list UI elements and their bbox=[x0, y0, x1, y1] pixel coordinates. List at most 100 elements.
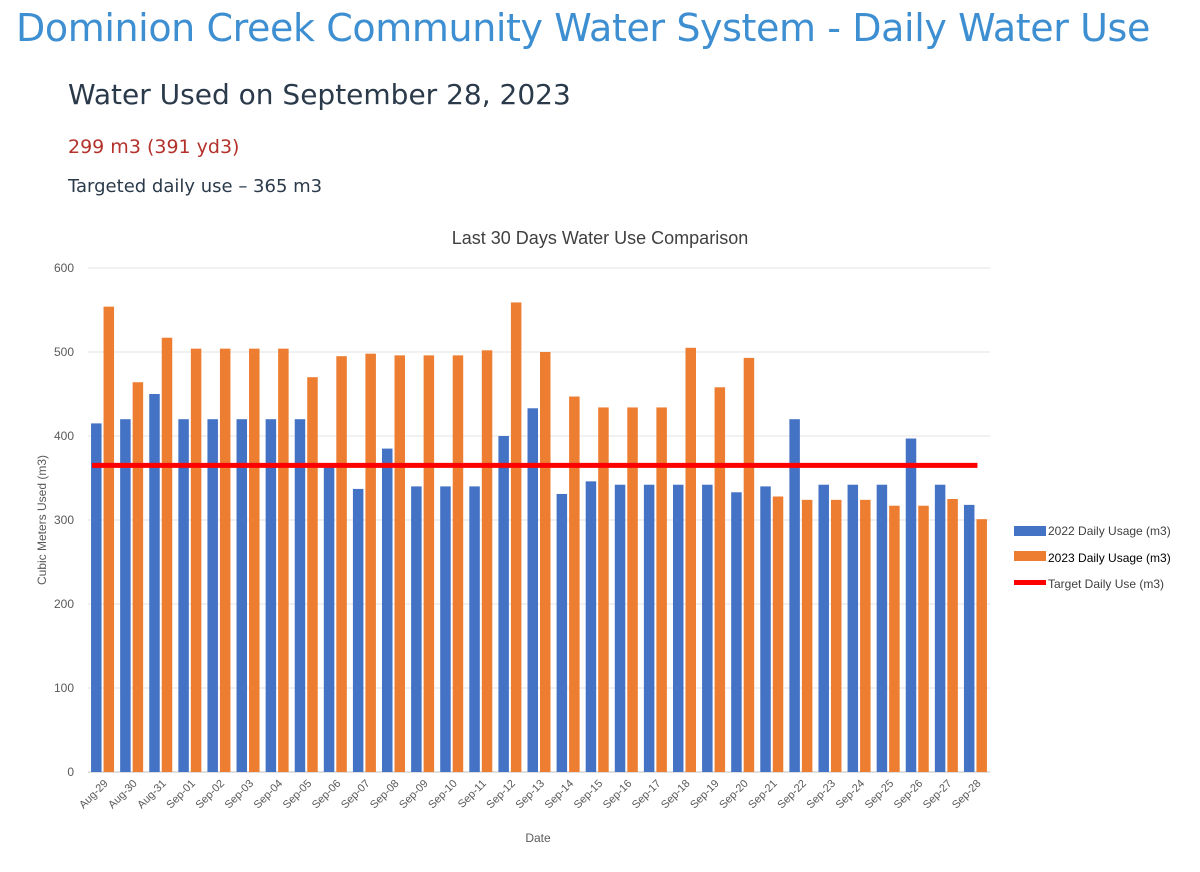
legend-label-2023: 2023 Daily Usage (m3) bbox=[1048, 551, 1171, 565]
x-tick-label: Sep-11 bbox=[456, 778, 489, 811]
bar-2023-Sep-13 bbox=[540, 352, 551, 772]
x-tick-label: Sep-26 bbox=[892, 778, 926, 812]
x-tick-label: Aug-30 bbox=[106, 778, 140, 812]
bar-2023-Sep-23 bbox=[830, 499, 842, 772]
bar-2022-Sep-19 bbox=[702, 484, 713, 772]
bar-2023-Sep-18 bbox=[685, 347, 696, 772]
bar-2023-Sep-14 bbox=[569, 396, 580, 772]
bar-2023-Sep-07 bbox=[365, 353, 376, 772]
x-tick-label: Sep-20 bbox=[717, 778, 751, 812]
bar-2023-Sep-17 bbox=[656, 407, 667, 772]
bar-2023-Sep-27 bbox=[947, 499, 958, 772]
x-tick-label: Aug-29 bbox=[77, 778, 111, 812]
bar-2022-Sep-14 bbox=[556, 493, 568, 772]
bar-2022-Aug-31 bbox=[149, 394, 160, 772]
bar-2022-Sep-09 bbox=[411, 486, 422, 772]
x-tick-label: Sep-21 bbox=[746, 778, 780, 812]
y-tick-label: 400 bbox=[54, 429, 74, 443]
bar-2023-Sep-06 bbox=[336, 356, 347, 772]
chart-legend: 2022 Daily Usage (m3) 2023 Daily Usage (… bbox=[1014, 524, 1171, 591]
x-tick-label: Sep-15 bbox=[572, 778, 606, 812]
y-tick-label: 600 bbox=[54, 261, 74, 275]
bar-2022-Sep-24 bbox=[847, 484, 859, 772]
y-tick-label: 0 bbox=[67, 765, 74, 779]
x-tick-label: Sep-28 bbox=[950, 778, 984, 812]
x-tick-label: Sep-22 bbox=[775, 778, 809, 812]
x-tick-label: Sep-19 bbox=[688, 778, 722, 812]
x-tick-label: Sep-03 bbox=[223, 778, 257, 812]
bar-2023-Sep-04 bbox=[278, 348, 289, 772]
bar-2022-Sep-16 bbox=[614, 484, 626, 772]
bar-2023-Sep-28 bbox=[976, 519, 987, 772]
bar-2022-Sep-23 bbox=[818, 484, 829, 772]
y-tick-label: 300 bbox=[54, 513, 74, 527]
x-tick-label: Sep-09 bbox=[397, 778, 431, 812]
chart-title: Last 30 Days Water Use Comparison bbox=[452, 228, 748, 248]
y-tick-label: 500 bbox=[54, 345, 74, 359]
bar-2022-Sep-17 bbox=[643, 484, 655, 772]
bar-2022-Sep-11 bbox=[469, 486, 480, 772]
bar-2023-Sep-21 bbox=[772, 496, 784, 772]
x-tick-label: Sep-14 bbox=[543, 778, 577, 812]
bar-2023-Sep-03 bbox=[249, 348, 260, 772]
bar-2023-Aug-31 bbox=[161, 337, 173, 772]
bar-2023-Sep-22 bbox=[801, 499, 813, 772]
x-tick-label: Sep-16 bbox=[601, 778, 635, 812]
bar-2022-Sep-21 bbox=[760, 486, 771, 772]
x-tick-label: Sep-04 bbox=[252, 778, 286, 812]
x-tick-label: Sep-13 bbox=[514, 778, 548, 812]
x-tick-label: Sep-25 bbox=[863, 778, 897, 812]
daily-usage-value: 299 m3 (391 yd3) bbox=[68, 136, 240, 158]
bar-2022-Sep-22 bbox=[789, 419, 800, 772]
x-tick-label: Sep-10 bbox=[426, 778, 460, 812]
bar-2023-Sep-20 bbox=[743, 357, 755, 772]
bar-2023-Sep-09 bbox=[423, 355, 435, 772]
x-tick-label: Sep-05 bbox=[281, 778, 315, 812]
bar-2023-Sep-25 bbox=[889, 505, 900, 772]
legend-label-2022: 2022 Daily Usage (m3) bbox=[1048, 524, 1171, 538]
bar-2023-Sep-10 bbox=[452, 355, 464, 772]
bar-2022-Sep-20 bbox=[731, 492, 742, 772]
bar-2023-Sep-02 bbox=[219, 348, 231, 772]
bar-2022-Sep-06 bbox=[323, 465, 335, 772]
target-daily-use-text: Targeted daily use – 365 m3 bbox=[68, 176, 323, 197]
bar-2023-Sep-15 bbox=[598, 407, 609, 772]
x-tick-label: Sep-06 bbox=[310, 778, 344, 812]
bar-2022-Sep-08 bbox=[382, 448, 393, 772]
bar-2022-Sep-03 bbox=[236, 419, 248, 772]
page-title: Dominion Creek Community Water System - … bbox=[16, 6, 1150, 50]
bar-2022-Aug-30 bbox=[120, 419, 131, 772]
bar-2023-Sep-11 bbox=[481, 350, 493, 772]
bar-2023-Sep-26 bbox=[918, 505, 929, 772]
chart-bars bbox=[91, 302, 987, 772]
bar-2022-Sep-04 bbox=[265, 419, 277, 772]
x-tick-label: Sep-12 bbox=[484, 778, 518, 812]
bar-2023-Sep-08 bbox=[394, 355, 406, 772]
legend-swatch-2023 bbox=[1014, 551, 1046, 561]
x-tick-label: Sep-23 bbox=[805, 778, 839, 812]
bar-2022-Sep-05 bbox=[294, 419, 306, 772]
bar-2023-Aug-30 bbox=[132, 382, 144, 772]
legend-swatch-target bbox=[1014, 580, 1046, 585]
x-tick-label: Sep-27 bbox=[921, 778, 955, 812]
y-axis-label: Cubic Meters Used (m3) bbox=[35, 455, 49, 585]
y-axis-ticks: 0 100 200 300 400 500 600 bbox=[54, 261, 74, 779]
bar-2022-Sep-07 bbox=[352, 488, 364, 772]
bar-2023-Sep-24 bbox=[860, 499, 871, 772]
bar-2022-Sep-26 bbox=[905, 438, 917, 772]
bar-2022-Sep-18 bbox=[672, 484, 684, 772]
bar-2022-Sep-10 bbox=[440, 486, 451, 772]
x-axis-ticks: Aug-29Aug-30Aug-31Sep-01Sep-02Sep-03Sep-… bbox=[77, 778, 983, 812]
bar-2022-Sep-12 bbox=[498, 436, 509, 772]
x-tick-label: Sep-08 bbox=[368, 778, 402, 812]
bar-2023-Aug-29 bbox=[103, 306, 115, 772]
bar-2023-Sep-05 bbox=[307, 377, 318, 772]
x-tick-label: Aug-31 bbox=[135, 778, 169, 812]
legend-label-target: Target Daily Use (m3) bbox=[1048, 577, 1164, 591]
x-tick-label: Sep-07 bbox=[339, 778, 373, 812]
bar-2022-Sep-28 bbox=[963, 504, 975, 772]
x-tick-label: Sep-02 bbox=[193, 778, 227, 812]
x-tick-label: Sep-18 bbox=[659, 778, 693, 812]
x-tick-label: Sep-24 bbox=[834, 778, 868, 812]
